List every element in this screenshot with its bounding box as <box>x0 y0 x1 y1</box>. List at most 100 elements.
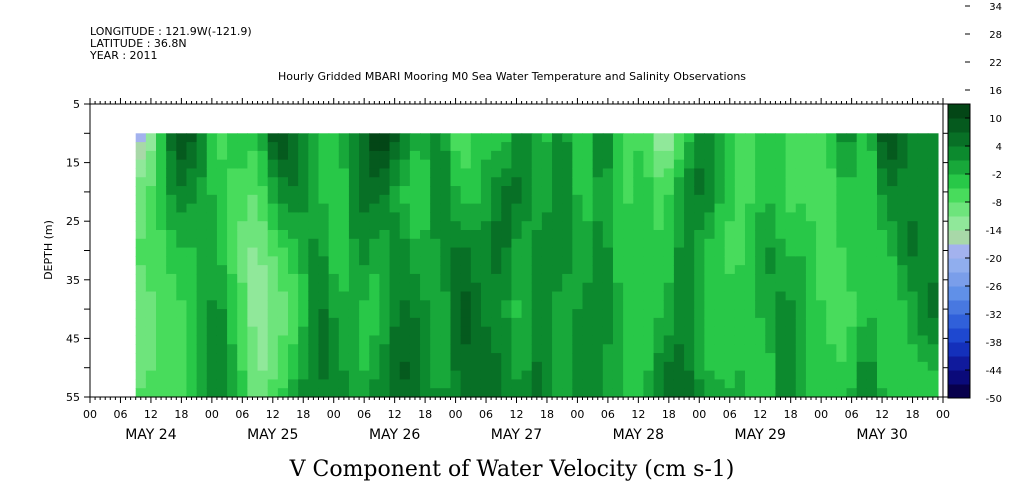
heatmap-cell <box>348 142 360 152</box>
heatmap-cell <box>897 186 909 196</box>
heatmap-cell <box>450 300 462 310</box>
heatmap-cell <box>643 142 655 152</box>
heatmap-cell <box>206 370 218 381</box>
x-hour-tick-label: 18 <box>784 408 798 421</box>
heatmap-cell <box>277 203 289 214</box>
heatmap-cell <box>338 370 350 381</box>
heatmap-cell <box>216 326 228 337</box>
heatmap-cell <box>196 344 208 354</box>
heatmap-cell <box>673 361 685 372</box>
heatmap-cell <box>227 177 238 187</box>
heatmap-cell <box>267 168 279 178</box>
heatmap-cell <box>663 326 675 337</box>
heatmap-cell <box>694 361 705 372</box>
heatmap-cell <box>440 229 452 240</box>
heatmap-cell <box>470 168 482 178</box>
heatmap-cell <box>501 309 513 319</box>
heatmap-cell <box>653 273 665 284</box>
heatmap-cell <box>816 133 827 143</box>
heatmap-cell <box>785 168 797 178</box>
heatmap-cell <box>399 177 411 187</box>
heatmap-cell <box>460 326 472 337</box>
heatmap-cell <box>663 150 675 161</box>
heatmap-cell <box>897 309 909 319</box>
heatmap-cell <box>186 168 198 178</box>
heatmap-cell <box>359 133 370 143</box>
heatmap-cell <box>602 238 614 249</box>
heatmap-cell <box>491 388 502 398</box>
heatmap-cell <box>186 265 198 275</box>
heatmap-cell <box>826 273 837 284</box>
heatmap-cell <box>359 370 370 381</box>
heatmap-cell <box>196 238 208 249</box>
heatmap-cell <box>623 221 634 231</box>
heatmap-cell <box>399 291 411 301</box>
heatmap-cell <box>623 326 634 337</box>
heatmap-cell <box>582 353 594 363</box>
heatmap-cell <box>521 256 533 266</box>
heatmap-cell <box>389 353 401 363</box>
heatmap-cell <box>653 194 665 205</box>
heatmap-cell <box>237 326 248 337</box>
heatmap-cell <box>704 265 716 275</box>
heatmap-cell <box>308 238 320 249</box>
heatmap-cell <box>359 265 370 275</box>
heatmap-cell <box>673 282 685 293</box>
heatmap-cell <box>816 212 827 222</box>
heatmap-cell <box>156 229 167 240</box>
heatmap-cell <box>887 309 898 319</box>
heatmap-cell <box>602 326 614 337</box>
heatmap-cell <box>389 388 401 398</box>
heatmap-cell <box>216 344 228 354</box>
heatmap-cell <box>633 300 645 310</box>
heatmap-cell <box>277 150 289 161</box>
heatmap-cell <box>572 335 584 345</box>
heatmap-cell <box>704 133 716 143</box>
heatmap-cell <box>927 212 939 222</box>
heatmap-cell <box>552 335 563 345</box>
heatmap-cell <box>186 361 198 372</box>
heatmap-cell <box>633 335 645 345</box>
heatmap-cell <box>714 326 726 337</box>
heatmap-cell <box>673 335 685 345</box>
heatmap-cell <box>623 142 634 152</box>
heatmap-cell <box>724 212 736 222</box>
heatmap-cell <box>389 142 401 152</box>
heatmap-cell <box>785 300 797 310</box>
heatmap-cell <box>247 282 259 293</box>
heatmap-cell <box>196 177 208 187</box>
heatmap-cell <box>227 133 238 143</box>
heatmap-cell <box>856 159 868 170</box>
heatmap-cell <box>369 177 381 187</box>
heatmap-cell <box>237 186 248 196</box>
heatmap-cell <box>866 150 878 161</box>
heatmap-cell <box>521 186 533 196</box>
heatmap-cell <box>663 379 675 389</box>
colorbar-tick-label: -38 <box>986 338 1002 349</box>
x-hour-tick-label: 00 <box>814 408 828 421</box>
heatmap-cell <box>673 186 685 196</box>
heatmap-cell <box>145 238 157 249</box>
heatmap-cell <box>491 317 502 328</box>
heatmap-cell <box>775 256 787 266</box>
heatmap-cell <box>643 326 655 337</box>
heatmap-cell <box>430 212 441 222</box>
heatmap-cell <box>176 229 188 240</box>
heatmap-cell <box>338 256 350 266</box>
heatmap-cell <box>389 194 401 205</box>
heatmap-cell <box>531 273 543 284</box>
heatmap-cell <box>420 142 431 152</box>
heatmap-cell <box>673 133 685 143</box>
heatmap-cell <box>704 309 716 319</box>
heatmap-cell <box>277 300 289 310</box>
heatmap-cell <box>359 388 370 398</box>
heatmap-cell <box>216 265 228 275</box>
heatmap-cell <box>663 344 675 354</box>
heatmap-cell <box>562 177 573 187</box>
heatmap-cell <box>389 256 401 266</box>
heatmap-cell <box>887 186 898 196</box>
colorbar-swatch <box>948 370 970 385</box>
heatmap-cell <box>308 300 320 310</box>
heatmap-cell <box>480 194 492 205</box>
heatmap-cell <box>592 273 604 284</box>
